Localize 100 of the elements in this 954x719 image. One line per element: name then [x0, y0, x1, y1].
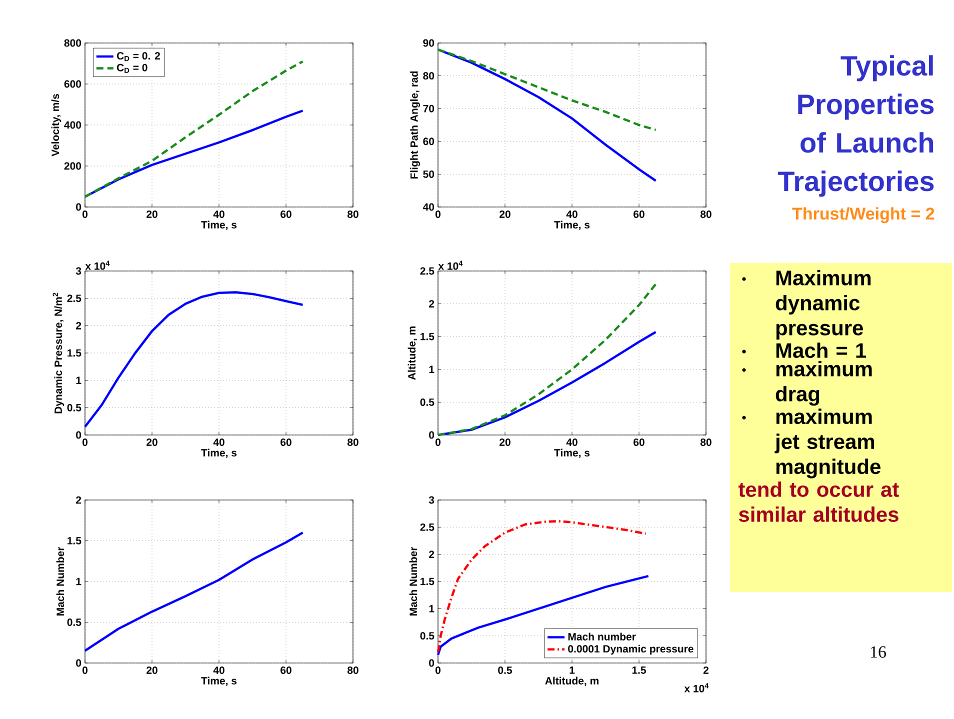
y-axis-title: Velocity, m/s: [51, 94, 62, 156]
x-tick-label: 40: [213, 666, 224, 674]
line-series: [436, 48, 657, 132]
legend-label: Mach number: [568, 632, 636, 640]
y-tick-label: 1: [76, 376, 82, 384]
y-tick-label: 0.5: [67, 404, 82, 412]
x-tick-label: 80: [347, 438, 358, 446]
legend-label: 0.0001 Dynamic pressure: [568, 644, 694, 655]
x-tick-label: 1.5: [632, 666, 646, 674]
x-tick-label: 40: [213, 210, 224, 218]
y-tick-label: 0.5: [67, 618, 82, 626]
y-tick-label: 0.5: [420, 398, 434, 406]
text: Thrust/Weight = 2: [792, 207, 934, 224]
x-tick-label: 0.5: [498, 666, 512, 674]
y-tick-label: 1.5: [68, 537, 82, 544]
y-axis-title: Mach Number: [409, 546, 418, 616]
line-series: [436, 574, 650, 656]
y-tick-label: 2: [429, 300, 434, 308]
x-tick-label: 0: [82, 438, 88, 446]
y-tick-label: 1: [429, 605, 434, 612]
y-tick-label: 2.5: [67, 294, 82, 302]
text: maximum jet stream magnitude: [774, 408, 880, 478]
text: x 10$^{4}$: [85, 260, 110, 270]
text: x 10$^{4}$: [438, 260, 463, 270]
y-tick-label: 0: [76, 203, 82, 211]
x-tick-label: 60: [634, 210, 644, 218]
text: Mach = 1: [776, 342, 866, 358]
y-tick-label: 2.5: [420, 523, 434, 531]
y-tick-label: 70: [423, 104, 434, 112]
text: Typical Properties of Launch Trajectories: [778, 55, 934, 197]
y-tick-label: 1: [429, 366, 434, 374]
x-tick-label: 2: [703, 666, 709, 674]
y-tick-label: 0: [76, 431, 82, 439]
x-tick-label: 0: [436, 666, 440, 674]
y-tick-label: 2.5: [420, 267, 434, 275]
text: Maximum dynamic pressure: [776, 270, 871, 340]
y-tick-label: 200: [64, 162, 82, 170]
line-series: [84, 60, 304, 198]
y-tick-label: 2: [76, 496, 82, 504]
y-tick-label: 40: [422, 203, 434, 211]
y-tick-label: 60: [423, 138, 434, 146]
x-tick-label: 80: [700, 210, 712, 218]
y-tick-label: 3: [428, 496, 434, 504]
y-tick-label: 1.5: [68, 349, 82, 357]
y-tick-label: 1.5: [420, 332, 434, 340]
text: x 10$^{4}$: [684, 683, 709, 692]
x-tick-label: 40: [566, 438, 578, 446]
x-tick-label: 80: [700, 438, 712, 446]
x-tick-label: 20: [146, 666, 158, 674]
line-series: [436, 520, 647, 654]
y-axis-title: Flight Path Angle, rad: [410, 71, 420, 179]
y-axis-title: Dynamic Pressure, N/m$^{2}$: [52, 292, 64, 414]
legend-label: C$_{D}$ = 0. 2: [116, 52, 160, 62]
y-tick-label: 0: [76, 659, 82, 667]
line-series: [84, 531, 304, 652]
x-tick-label: 60: [280, 666, 292, 674]
x-tick-label: 20: [146, 210, 158, 218]
y-tick-label: 50: [423, 170, 434, 178]
x-tick-label: 20: [500, 210, 510, 218]
y-tick-label: 2: [429, 550, 434, 558]
y-axis-title: Altitude, m: [408, 326, 418, 380]
x-tick-label: 80: [347, 210, 358, 218]
legend-label: C$_{D}$ = 0: [116, 64, 148, 73]
x-tick-label: 40: [213, 438, 224, 446]
x-axis-title: Time, s: [554, 220, 590, 230]
y-tick-label: 0: [429, 659, 434, 667]
x-tick-label: 60: [634, 438, 644, 446]
y-tick-label: 80: [423, 72, 434, 80]
x-axis-title: Time, s: [201, 676, 237, 686]
x-axis-title: Time, s: [201, 220, 237, 230]
text: tend to occur at similar altitudes: [738, 482, 899, 522]
x-tick-label: 20: [500, 438, 510, 446]
y-tick-label: 800: [64, 39, 82, 47]
y-tick-label: 1.5: [420, 578, 434, 586]
y-tick-label: 1: [76, 578, 82, 586]
y-tick-label: 2: [76, 322, 82, 330]
y-tick-label: 3: [76, 267, 82, 275]
line-series: [436, 48, 657, 182]
y-tick-label: 600: [64, 80, 82, 88]
y-tick-label: 0: [429, 431, 434, 439]
y-tick-label: 90: [423, 39, 434, 47]
x-tick-label: 0: [436, 438, 440, 446]
line-series: [84, 291, 304, 428]
y-axis-title: Mach Number: [56, 546, 64, 616]
x-tick-label: 60: [280, 210, 292, 218]
x-tick-label: 0: [82, 666, 88, 674]
y-tick-label: 400: [64, 121, 82, 129]
x-axis-title: Time, s: [201, 448, 237, 458]
text: 16: [871, 646, 886, 658]
y-tick-label: 0.5: [420, 632, 434, 640]
line-series: [436, 282, 657, 436]
x-axis-title: Altitude, m: [545, 676, 598, 686]
x-tick-label: 20: [146, 438, 158, 446]
x-tick-label: 80: [347, 666, 358, 674]
x-axis-title: Time, s: [554, 448, 590, 458]
x-tick-label: 0: [436, 210, 440, 218]
x-tick-label: 1: [570, 666, 575, 674]
x-tick-label: 60: [280, 438, 292, 446]
x-tick-label: 40: [566, 210, 578, 218]
x-tick-label: 0: [82, 210, 88, 218]
